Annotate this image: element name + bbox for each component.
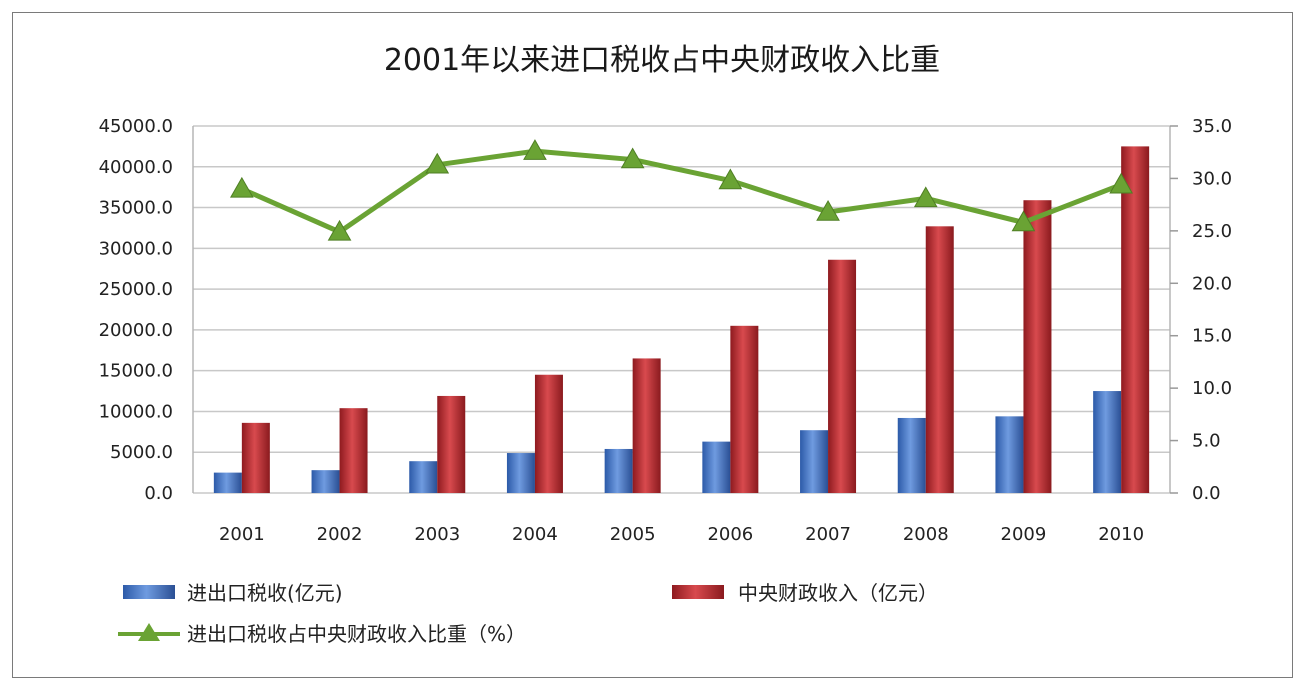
bar-central-revenue	[1121, 146, 1150, 493]
bar-central-revenue	[241, 422, 270, 493]
bar-import-export-tax	[506, 453, 535, 493]
legend-swatch-blue	[123, 585, 175, 599]
ratio-point-marker	[229, 176, 254, 198]
bar-import-export-tax	[604, 448, 633, 493]
bar-import-export-tax	[311, 470, 340, 493]
x-tick-label: 2007	[805, 524, 851, 545]
right-tick-label: 15.0	[1192, 326, 1232, 347]
bar-central-revenue	[437, 395, 466, 493]
right-tick-label: 25.0	[1192, 221, 1232, 242]
ratio-point-marker	[718, 168, 743, 190]
x-tick-label: 2006	[707, 524, 753, 545]
left-tick-label: 35000.0	[99, 198, 173, 219]
bar-import-export-tax	[213, 472, 242, 493]
bar-import-export-tax	[702, 441, 731, 493]
chart-frame	[12, 12, 1293, 678]
bar-import-export-tax	[995, 416, 1024, 493]
bar-import-export-tax	[409, 461, 438, 493]
ratio-line-path	[240, 148, 1123, 235]
ratio-line	[229, 139, 1134, 241]
bar-central-revenue	[925, 226, 954, 493]
legend-swatch-red	[672, 585, 724, 599]
x-tick-label: 2010	[1098, 524, 1144, 545]
right-axis-ticks: 0.0 5.0 10.0 15.0 20.0 25.0 30.0 35.0	[1170, 116, 1232, 504]
bar-central-revenue	[632, 358, 661, 493]
chart-title: 2001年以来进口税收占中央财政收入比重	[384, 43, 940, 78]
bar-import-export-tax	[897, 417, 926, 493]
legend-label-central-revenue: 中央财政收入（亿元）	[738, 581, 938, 605]
ratio-point-marker	[1011, 210, 1036, 232]
ratio-point-marker	[913, 186, 938, 208]
ratio-point-marker	[620, 147, 645, 169]
left-axis-ticks: 0.0 5000.0 10000.0 15000.0 20000.0 25000.0 300…	[99, 116, 173, 504]
x-tick-label: 2004	[512, 524, 558, 545]
x-tick-label: 2002	[317, 524, 363, 545]
legend-label-import-export-tax: 进出口税收(亿元)	[187, 581, 343, 605]
ratio-point-marker	[425, 152, 450, 174]
right-tick-label: 30.0	[1192, 168, 1232, 189]
bar-central-revenue	[1023, 200, 1052, 493]
left-tick-label: 0.0	[144, 483, 173, 504]
right-tick-label: 20.0	[1192, 273, 1232, 294]
bar-import-export-tax	[800, 430, 829, 493]
legend: 进出口税收(亿元) 中央财政收入（亿元） 进出口税收占中央财政收入比重（%）	[118, 581, 938, 646]
bar-central-revenue	[828, 259, 857, 493]
bar-import-export-tax	[1093, 391, 1122, 493]
bar-central-revenue	[534, 374, 563, 493]
legend-marker-triangle	[138, 623, 160, 641]
ratio-point-marker	[523, 139, 547, 160]
bar-central-revenue	[339, 408, 368, 493]
x-axis-ticks: 2001 2002 2003 2004 2005 2006 2007 2008 2009 2010	[219, 524, 1144, 545]
x-tick-label: 2009	[1001, 524, 1047, 545]
left-tick-label: 20000.0	[99, 320, 173, 341]
left-tick-label: 30000.0	[99, 238, 173, 259]
x-tick-label: 2001	[219, 524, 265, 545]
right-tick-label: 10.0	[1192, 378, 1232, 399]
x-tick-label: 2005	[610, 524, 656, 545]
left-tick-label: 25000.0	[99, 279, 173, 300]
left-tick-label: 40000.0	[99, 157, 173, 178]
right-tick-label: 5.0	[1192, 431, 1221, 452]
left-tick-label: 5000.0	[110, 442, 173, 463]
left-tick-label: 15000.0	[99, 361, 173, 382]
x-tick-label: 2003	[414, 524, 460, 545]
right-tick-label: 35.0	[1192, 116, 1232, 137]
ratio-point-marker	[327, 219, 352, 241]
right-tick-label: 0.0	[1192, 483, 1221, 504]
ratio-point-marker	[816, 199, 840, 221]
left-tick-label: 45000.0	[99, 116, 173, 137]
left-tick-label: 10000.0	[99, 401, 173, 422]
legend-label-ratio: 进出口税收占中央财政收入比重（%）	[187, 622, 526, 646]
bars	[213, 146, 1150, 493]
bar-central-revenue	[730, 325, 759, 493]
x-tick-label: 2008	[903, 524, 949, 545]
ratio-point-marker	[1109, 172, 1134, 194]
